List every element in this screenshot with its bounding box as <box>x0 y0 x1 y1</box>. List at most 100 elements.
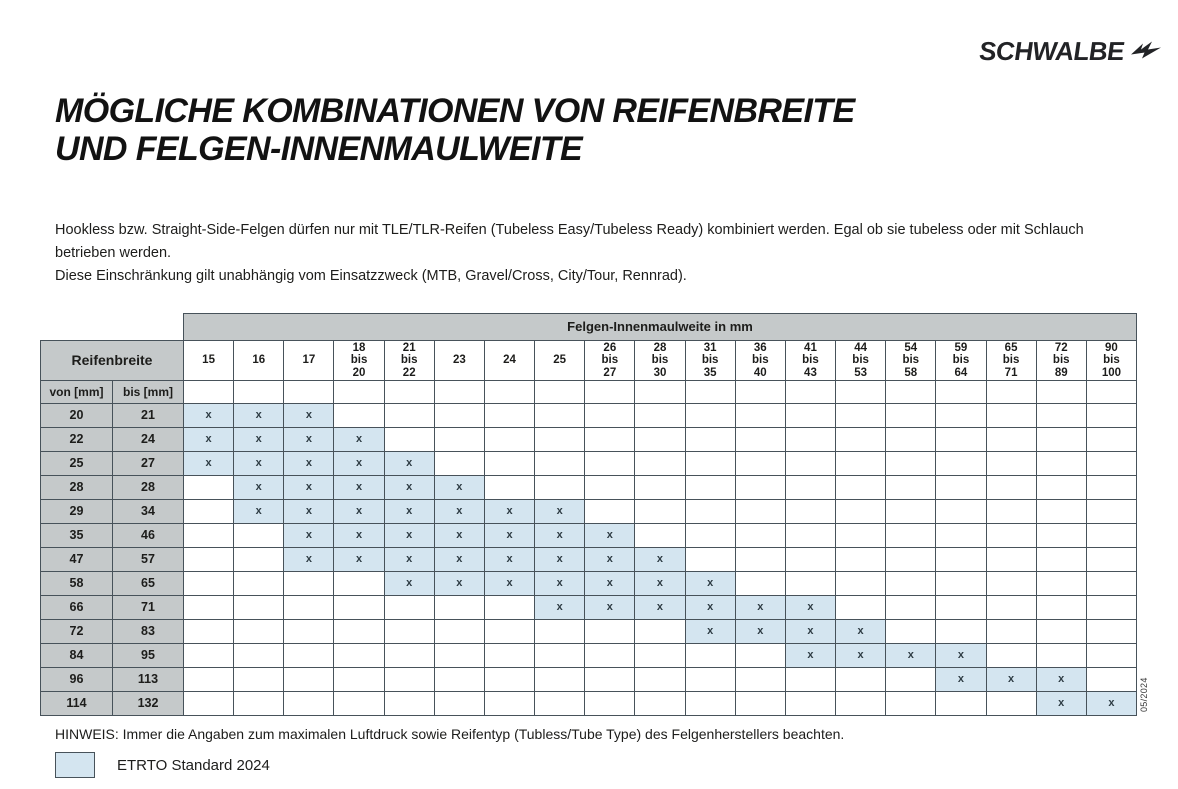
combination-cell <box>985 619 1037 644</box>
combination-allowed-cell: x <box>684 619 736 644</box>
rim-width-column-header: 24 <box>483 340 536 381</box>
combination-allowed-cell: x <box>383 547 435 572</box>
tire-width-von: 58 <box>40 571 113 596</box>
combination-cell <box>182 667 235 692</box>
empty-cell <box>534 380 586 404</box>
combination-allowed-cell: x <box>333 523 385 548</box>
combination-allowed-cell: x <box>283 547 335 572</box>
rim-width-column-header: 65 bis 71 <box>985 340 1037 381</box>
combination-allowed-cell: x <box>233 427 285 452</box>
empty-cell <box>885 380 937 404</box>
combination-allowed-cell: x <box>684 595 736 620</box>
combination-cell <box>584 619 636 644</box>
combination-cell <box>1085 475 1138 500</box>
combination-cell <box>333 691 385 716</box>
combination-allowed-cell: x <box>383 499 435 524</box>
combination-allowed-cell: x <box>333 547 385 572</box>
combination-cell <box>734 427 786 452</box>
combination-cell <box>734 571 786 596</box>
combination-cell <box>985 403 1037 428</box>
column-header-row: Reifenbreite 15 16 17 18 bis 20 21 bis 22 23 24 25 2… <box>40 340 1138 381</box>
combination-cell <box>233 691 285 716</box>
combination-cell <box>1035 571 1087 596</box>
combination-cell <box>383 403 435 428</box>
table-row: 29 34 x x x x x x x <box>40 499 1138 524</box>
combination-cell <box>483 619 536 644</box>
combination-allowed-cell: x <box>1035 691 1087 716</box>
combination-cell <box>935 427 987 452</box>
combination-cell <box>684 667 736 692</box>
empty-cell <box>233 380 285 404</box>
combination-allowed-cell: x <box>283 499 335 524</box>
combination-allowed-cell: x <box>182 427 235 452</box>
combination-cell <box>885 427 937 452</box>
combination-cell <box>182 499 235 524</box>
combination-cell <box>684 691 736 716</box>
rim-width-column-header: 16 <box>233 340 285 381</box>
combination-allowed-cell: x <box>1035 667 1087 692</box>
rim-width-column-header: 28 bis 30 <box>634 340 686 381</box>
combination-allowed-cell: x <box>333 499 385 524</box>
rim-width-column-header: 26 bis 27 <box>584 340 636 381</box>
combination-cell <box>734 547 786 572</box>
combination-cell <box>433 619 485 644</box>
tire-width-bis: 83 <box>112 619 184 644</box>
combination-cell <box>483 427 536 452</box>
combination-cell <box>534 427 586 452</box>
legend-label: ETRTO Standard 2024 <box>117 756 270 774</box>
combination-cell <box>1035 643 1087 668</box>
combination-cell <box>734 667 786 692</box>
combination-cell <box>634 667 686 692</box>
combination-cell <box>333 403 385 428</box>
combination-allowed-cell: x <box>182 451 235 476</box>
combination-cell <box>233 667 285 692</box>
combination-cell <box>734 475 786 500</box>
combination-allowed-cell: x <box>283 451 335 476</box>
combination-allowed-cell: x <box>935 643 987 668</box>
tire-width-bis: 28 <box>112 475 184 500</box>
rim-width-column-header: 54 bis 58 <box>885 340 937 381</box>
combination-cell <box>534 619 586 644</box>
tire-width-bis: 95 <box>112 643 184 668</box>
swallow-icon <box>1131 41 1161 59</box>
tire-width-von: 20 <box>40 403 113 428</box>
combination-cell <box>634 523 686 548</box>
combination-table: Felgen-Innenmaulweite in mm Reifenbreite… <box>40 313 1138 716</box>
combination-cell <box>734 499 786 524</box>
table-row: 28 28 x x x x x <box>40 475 1138 500</box>
combination-cell <box>985 427 1037 452</box>
rim-width-column-header: 17 <box>283 340 335 381</box>
tire-width-bis: 113 <box>112 667 184 692</box>
combination-cell <box>333 667 385 692</box>
combination-cell <box>1035 523 1087 548</box>
combination-cell <box>1085 571 1138 596</box>
combination-allowed-cell: x <box>233 475 285 500</box>
combination-allowed-cell: x <box>534 571 586 596</box>
combination-cell <box>634 451 686 476</box>
combination-allowed-cell: x <box>483 499 536 524</box>
combination-cell <box>1085 667 1138 692</box>
table-row: 72 83 x x x x <box>40 619 1138 644</box>
combination-cell <box>1085 451 1138 476</box>
combination-allowed-cell: x <box>283 523 335 548</box>
tire-width-bis: 71 <box>112 595 184 620</box>
combination-allowed-cell: x <box>283 427 335 452</box>
combination-allowed-cell: x <box>383 475 435 500</box>
combination-cell <box>684 451 736 476</box>
combination-cell <box>885 667 937 692</box>
tire-width-bis: 132 <box>112 691 184 716</box>
combination-cell <box>935 595 987 620</box>
combination-cell <box>885 595 937 620</box>
combination-cell <box>182 547 235 572</box>
combination-cell <box>1035 451 1087 476</box>
tire-width-von: 35 <box>40 523 113 548</box>
combination-cell <box>985 643 1037 668</box>
tire-width-von: 25 <box>40 451 113 476</box>
combination-cell <box>985 475 1037 500</box>
combination-cell <box>835 451 887 476</box>
combination-cell <box>433 427 485 452</box>
combination-cell <box>684 403 736 428</box>
tire-width-von: 84 <box>40 643 113 668</box>
empty-cell <box>835 380 887 404</box>
combination-cell <box>1085 427 1138 452</box>
